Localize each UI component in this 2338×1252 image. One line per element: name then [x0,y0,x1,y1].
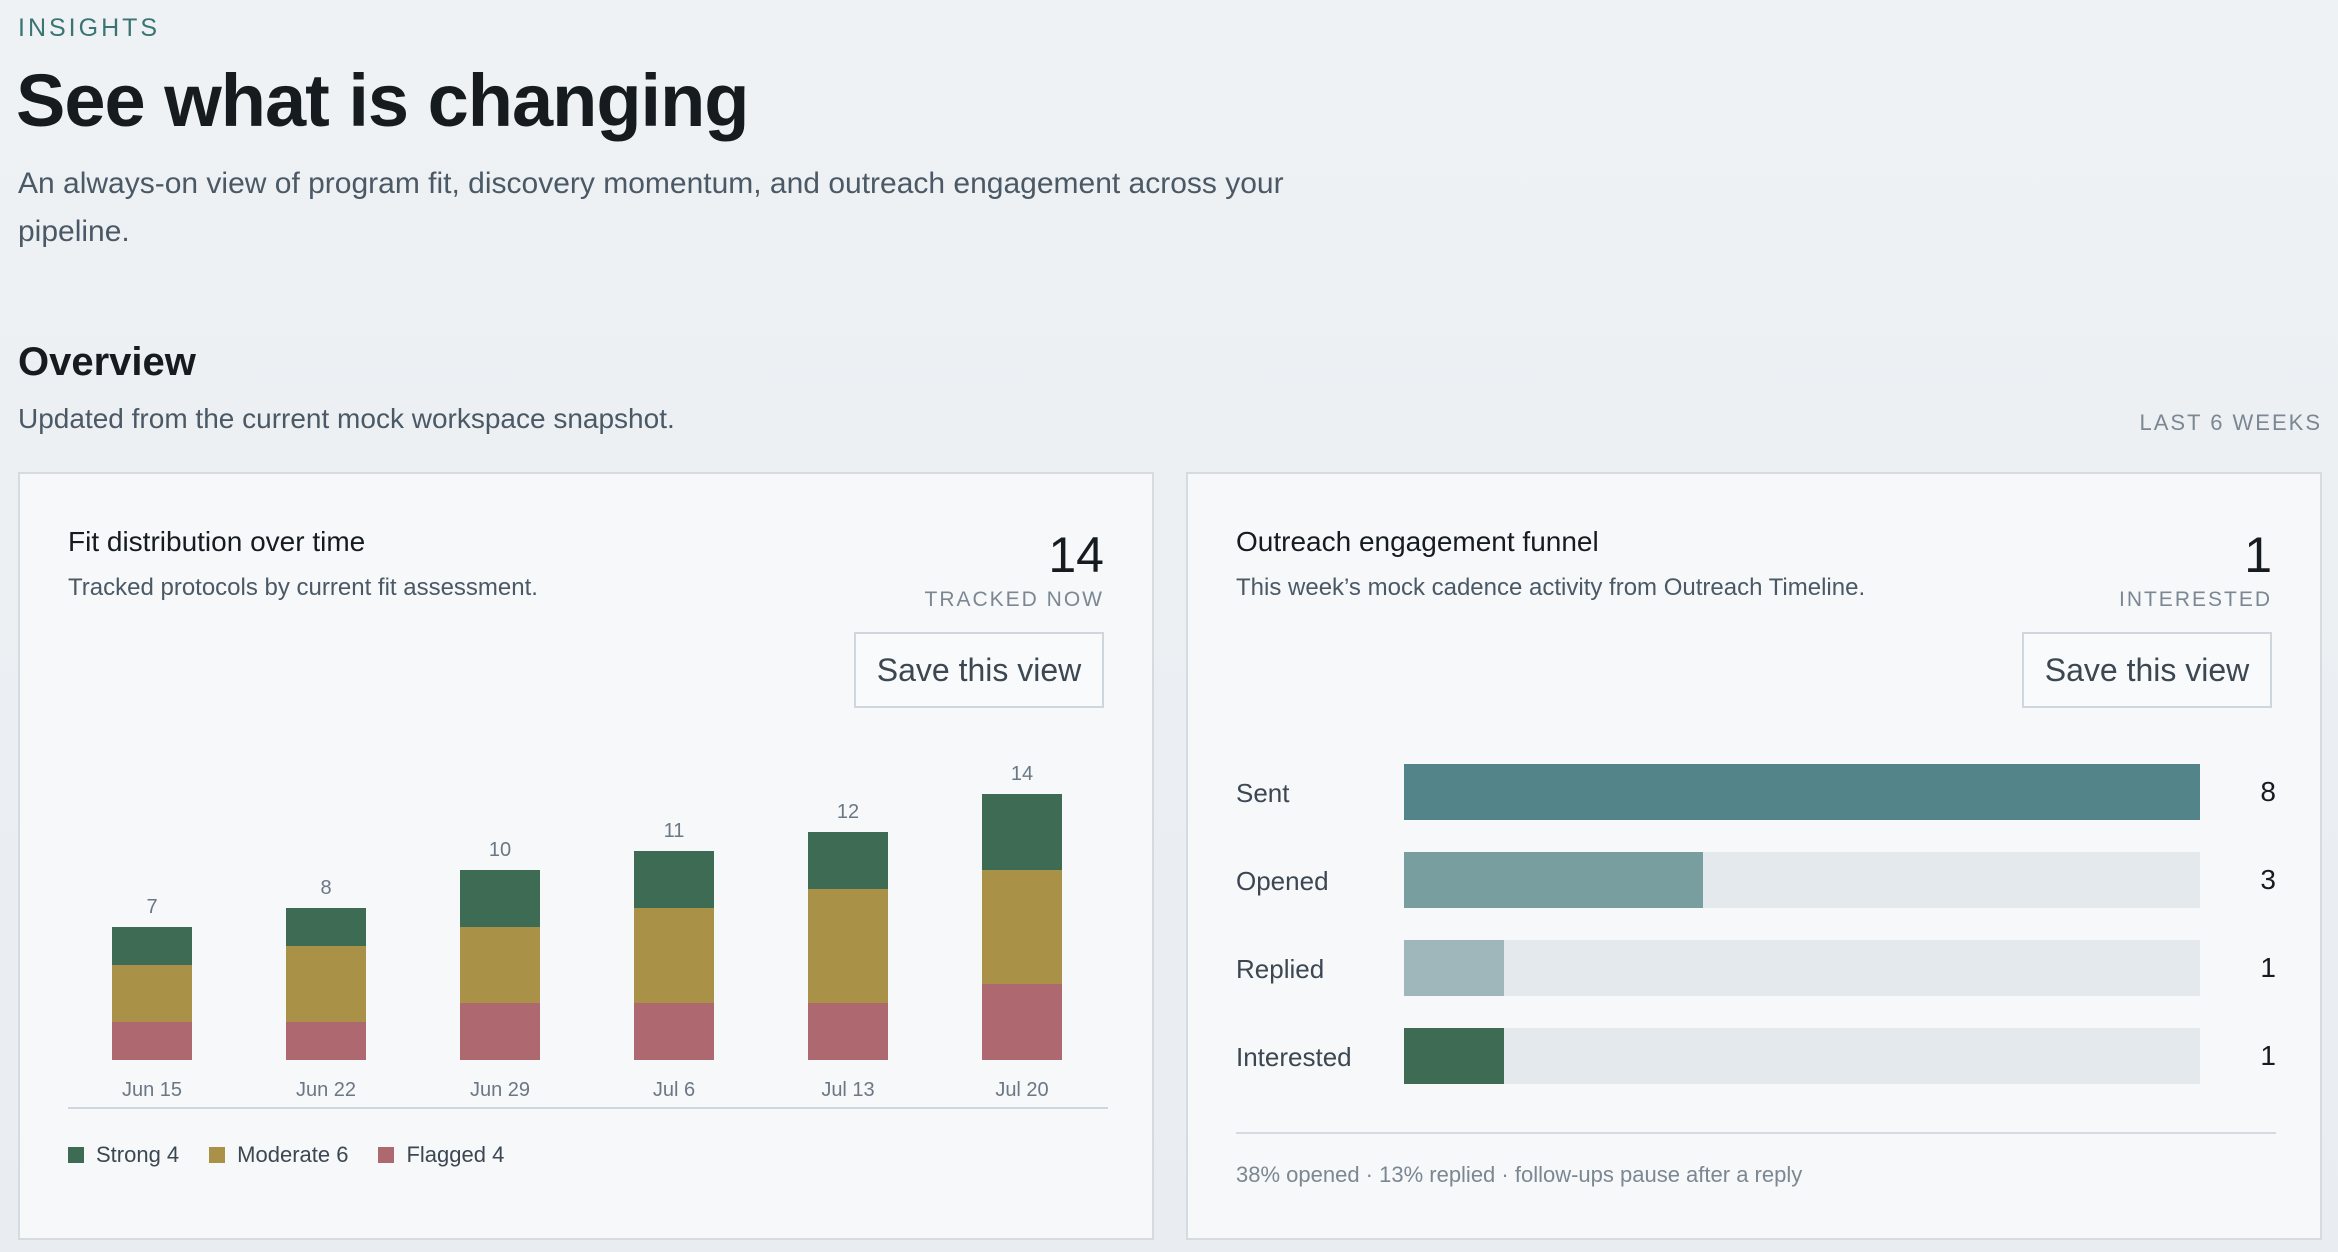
bar-segment-moderate [286,946,366,1022]
legend-flagged-swatch [378,1147,395,1163]
funnel-track [1404,852,2200,908]
page-subtitle: An always-on view of program fit, discov… [18,167,1284,248]
funnel-count: 1 [2260,952,2276,983]
fit-bar-chart: 7 Jun 15 8 Jun 22 10 Jun 29 11 Jul 6 12 Jul 13 14 J… [68,763,1108,1109]
bar-segment-moderate [460,927,540,1003]
fit-card-subtitle: Tracked protocols by current fit assessm… [68,574,538,601]
legend-moderate: Moderate 6 [209,1142,348,1168]
fit-distribution-card: Fit distribution over time Tracked proto… [18,472,1154,1240]
x-tick-label: Jun 22 [296,1079,356,1101]
bar-segment-flagged [460,1003,540,1060]
bar-segment-moderate [982,870,1062,984]
legend-strong-label: Strong 4 [96,1142,180,1167]
funnel-count: 8 [2260,776,2276,807]
funnel-label: Replied [1236,954,1325,984]
funnel-bar [1404,852,1703,908]
funnel-divider [1236,1132,2276,1134]
funnel-row-replied: Replied 1 [1236,940,2276,996]
funnel-bar [1404,940,1504,996]
interested-count: 1 [2244,527,2272,583]
bar-segment-flagged [634,1003,714,1060]
bar-segment-strong [286,908,366,946]
x-tick-label: Jun 29 [470,1079,530,1101]
funnel-count: 1 [2260,1040,2276,1071]
tracked-label: TRACKED NOW [924,588,1104,611]
page-title: See what is changing [16,59,750,142]
bar-segment-strong [460,870,540,927]
bar-total-label: 14 [1011,763,1033,785]
funnel-bar [1404,1028,1504,1084]
bar-total-label: 8 [320,877,331,899]
funnel-label: Interested [1236,1042,1352,1072]
save-view-button[interactable]: Save this view [2022,632,2272,708]
bar-total-label: 11 [664,820,685,842]
outreach-funnel-card: Outreach engagement funnel This week’s m… [1186,472,2322,1240]
funnel-track [1404,764,2200,820]
x-tick-label: Jul 20 [995,1079,1048,1101]
fit-card-title: Fit distribution over time [68,526,366,557]
overview-subtitle: Updated from the current mock workspace … [18,403,675,434]
bar-total-label: 10 [489,839,511,861]
x-tick-label: Jul 13 [821,1079,874,1101]
bar-segment-flagged [982,984,1062,1060]
funnel-label: Opened [1236,866,1329,896]
bar-segment-flagged [112,1022,192,1060]
funnel-row-opened: Opened 3 [1236,852,2276,908]
funnel-label: Sent [1236,778,1290,808]
funnel-track [1404,940,2200,996]
legend-moderate-label: Moderate 6 [237,1142,349,1167]
legend-moderate-swatch [209,1147,226,1163]
save-view-button[interactable]: Save this view [854,632,1104,708]
funnel-footnote: 38% opened · 13% replied · follow-ups pa… [1236,1162,1803,1187]
bar-segment-flagged [286,1022,366,1060]
bar-segment-strong [982,794,1062,870]
x-tick-label: Jun 15 [122,1079,182,1101]
funnel-count: 3 [2260,864,2276,895]
bar-segment-strong [634,851,714,908]
time-range-label: LAST 6 WEEKS [2139,410,2322,435]
legend-flagged-label: Flagged 4 [406,1142,505,1167]
legend-strong-swatch [68,1147,84,1163]
bar-segment-flagged [808,1003,888,1060]
funnel-bar [1404,764,2200,820]
x-tick-label: Jul 6 [653,1079,695,1101]
funnel-row-interested: Interested 1 [1236,1028,2276,1084]
bar-total-label: 12 [837,801,859,823]
funnel-track [1404,1028,2200,1084]
funnel-card-subtitle: This week’s mock cadence activity from O… [1236,574,1866,601]
funnel-row-sent: Sent 8 [1236,764,2276,820]
overview-title: Overview [18,340,196,384]
bar-segment-moderate [112,965,192,1022]
chart-legend: Strong 4 Moderate 6 Flagged 4 [68,1142,504,1168]
legend-flagged: Flagged 4 [378,1142,504,1168]
bar-segment-moderate [634,908,714,1003]
bar-segment-strong [808,832,888,889]
tracked-count: 14 [1048,527,1104,583]
bar-segment-strong [112,927,192,965]
bar-total-label: 7 [146,896,157,918]
insights-eyebrow: INSIGHTS [18,14,161,42]
funnel-card-title: Outreach engagement funnel [1236,526,1599,557]
interested-label: INTERESTED [2118,588,2272,611]
legend-strong: Strong 4 [68,1142,179,1168]
bar-segment-moderate [808,889,888,1003]
